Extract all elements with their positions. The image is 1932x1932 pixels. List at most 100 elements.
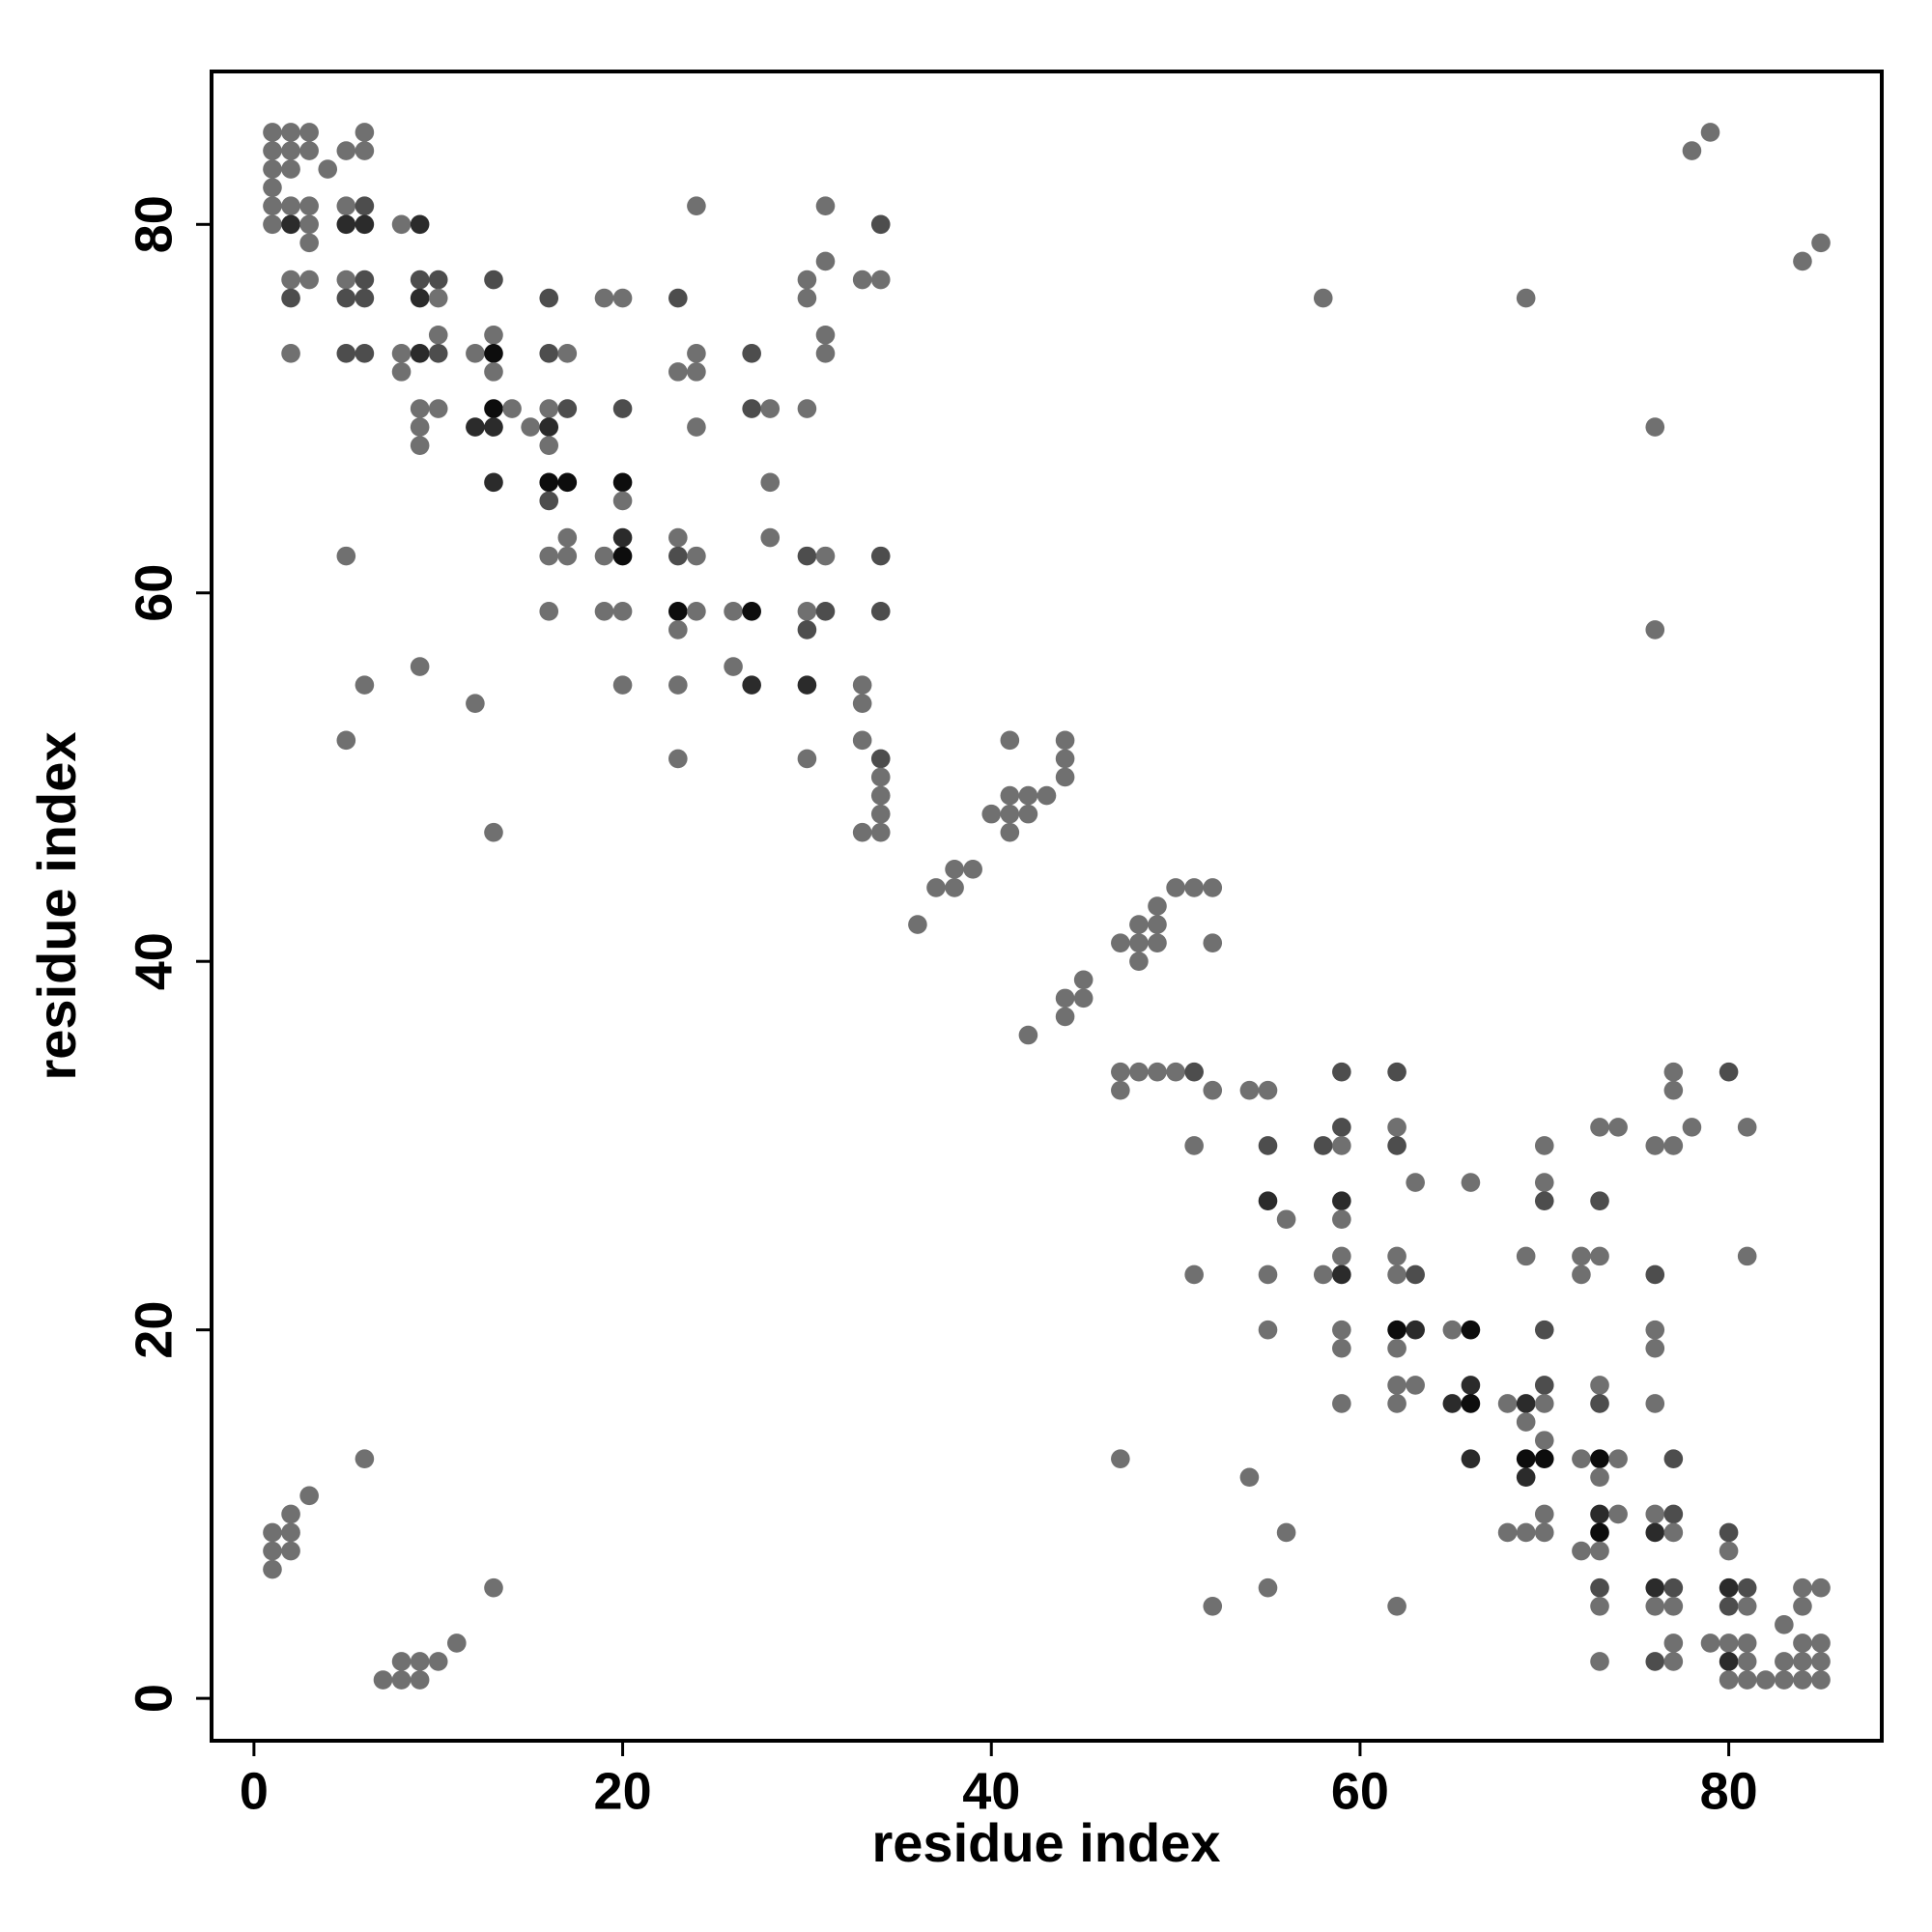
point — [1793, 1596, 1812, 1616]
point — [1461, 1394, 1481, 1413]
point — [1663, 1062, 1684, 1082]
point — [557, 527, 578, 548]
point — [1258, 1191, 1278, 1210]
point — [724, 657, 743, 676]
point — [1534, 1320, 1554, 1340]
point — [668, 527, 688, 548]
point — [1645, 1577, 1665, 1598]
point — [815, 344, 836, 363]
point — [1719, 1652, 1739, 1671]
point — [1073, 988, 1094, 1009]
point — [742, 602, 761, 621]
point — [355, 288, 375, 308]
x-tick-label: 80 — [1700, 1762, 1758, 1820]
point — [1184, 1264, 1204, 1285]
point — [466, 417, 485, 437]
point — [1811, 1634, 1831, 1653]
point — [1590, 1394, 1609, 1413]
point — [1737, 1246, 1757, 1266]
point — [1239, 1080, 1260, 1100]
point — [1534, 1394, 1554, 1413]
point — [1332, 1209, 1351, 1230]
point — [1055, 749, 1075, 769]
point — [1332, 1394, 1351, 1413]
point — [1442, 1394, 1463, 1413]
point — [1516, 288, 1536, 308]
point — [281, 270, 300, 290]
point — [1129, 915, 1149, 934]
point — [1572, 1246, 1591, 1266]
point — [612, 288, 633, 308]
point — [1663, 1136, 1684, 1155]
plot-frame — [210, 70, 1884, 1743]
point — [1737, 1670, 1757, 1690]
point — [870, 822, 891, 842]
point — [668, 288, 688, 308]
point — [1793, 251, 1812, 271]
point — [1590, 1118, 1609, 1137]
point — [1111, 1062, 1130, 1082]
point — [1276, 1209, 1296, 1230]
point — [484, 472, 503, 493]
point — [870, 785, 891, 806]
point — [1313, 1136, 1333, 1155]
point — [612, 602, 633, 621]
point — [926, 878, 946, 897]
point — [428, 344, 448, 363]
point — [1719, 1577, 1739, 1598]
point — [687, 362, 706, 382]
point — [410, 288, 430, 308]
point — [815, 196, 836, 216]
point — [815, 602, 836, 621]
point — [797, 288, 817, 308]
point — [742, 675, 761, 695]
point — [1793, 1652, 1812, 1671]
point — [484, 417, 503, 437]
point — [1073, 970, 1094, 990]
point — [1332, 1118, 1351, 1137]
point — [281, 1541, 300, 1561]
point — [797, 270, 817, 290]
point — [668, 362, 688, 382]
point — [1811, 1577, 1831, 1598]
point — [1184, 1136, 1204, 1155]
point — [687, 196, 706, 216]
point — [815, 546, 836, 566]
point — [484, 362, 503, 382]
y-tick-label: 20 — [125, 1301, 183, 1359]
point — [428, 270, 448, 290]
point — [1111, 1080, 1130, 1100]
point — [1811, 233, 1831, 253]
point — [1055, 1007, 1075, 1027]
point — [1387, 1246, 1406, 1266]
point — [299, 141, 319, 160]
point — [870, 602, 891, 621]
point — [1148, 933, 1167, 952]
point — [1018, 804, 1038, 824]
point — [1332, 1320, 1351, 1340]
point — [539, 546, 559, 566]
point — [594, 602, 614, 621]
point — [612, 675, 633, 695]
point — [1332, 1338, 1351, 1358]
point — [760, 399, 781, 418]
point — [1516, 1449, 1536, 1468]
point — [336, 546, 356, 566]
point — [1166, 878, 1185, 897]
point — [1590, 1191, 1609, 1210]
point — [1000, 730, 1020, 751]
point — [281, 1504, 300, 1524]
point — [539, 602, 559, 621]
point — [1148, 1062, 1167, 1082]
point — [760, 527, 781, 548]
point — [1018, 785, 1038, 806]
point — [1387, 1376, 1406, 1395]
point — [410, 344, 430, 363]
point — [484, 325, 503, 345]
point — [1332, 1136, 1351, 1155]
point — [1608, 1449, 1628, 1468]
point — [1516, 1246, 1536, 1266]
point — [612, 472, 633, 493]
point — [1719, 1062, 1739, 1082]
point — [521, 417, 540, 437]
